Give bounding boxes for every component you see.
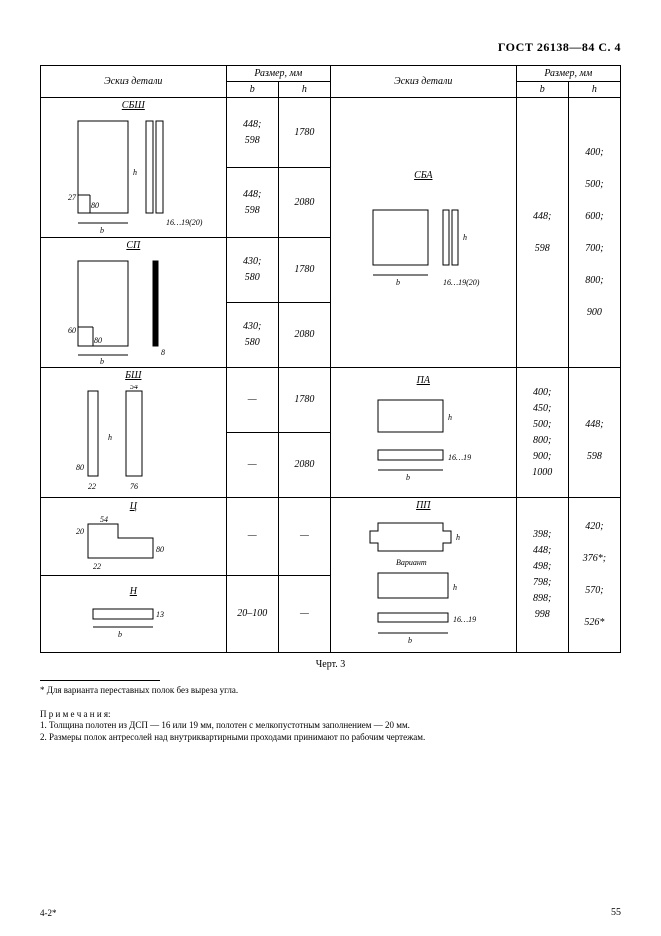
svg-text:16…19(20): 16…19(20) (443, 278, 480, 287)
sketch-pa: ПА h 16…19 b (330, 368, 516, 498)
svg-text:h: h (453, 583, 457, 592)
svg-text:16…19: 16…19 (448, 453, 471, 462)
sbsh-b1: 448;598 (226, 98, 278, 168)
svg-text:Вариант: Вариант (396, 558, 427, 567)
svg-text:8: 8 (161, 348, 165, 357)
svg-text:b: b (408, 636, 412, 645)
note-1: 1. Толщина полотен из ДСП — 16 или 19 мм… (40, 720, 621, 732)
ts-h: — (278, 498, 330, 576)
col-size-r: Размер, мм (516, 66, 620, 82)
page-num-right: 55 (611, 907, 621, 918)
bsh-b2: — (226, 433, 278, 498)
ts-b: — (226, 498, 278, 576)
svg-text:80: 80 (94, 336, 102, 345)
svg-text:h: h (133, 168, 137, 177)
sketch-sp: СП 60 80 b 8 (41, 238, 227, 368)
sp-b2: 430;580 (226, 303, 278, 368)
n-h: — (278, 575, 330, 653)
figure-caption: Черт. 3 (40, 659, 621, 670)
svg-text:16…19(20): 16…19(20) (166, 218, 203, 227)
svg-text:16…19: 16…19 (453, 615, 476, 624)
sp-b1: 430;580 (226, 238, 278, 303)
sketch-sba: СБА b h 16…19(20) (330, 98, 516, 368)
svg-text:b: b (396, 278, 400, 287)
sbsh-h2: 2080 (278, 168, 330, 238)
svg-text:b: b (406, 473, 410, 482)
svg-text:13: 13 (156, 610, 164, 619)
sketch-n: Н 13 b (41, 575, 227, 653)
col-sketch-r: Эскиз детали (330, 66, 516, 98)
svg-text:54: 54 (100, 516, 108, 524)
sba-h: 400;500; 600;700; 800;900 (568, 98, 620, 368)
svg-text:b: b (100, 226, 104, 235)
col-h-r: h (568, 82, 620, 98)
sbsh-h1: 1780 (278, 98, 330, 168)
svg-text:80: 80 (91, 201, 99, 210)
svg-text:54: 54 (130, 385, 138, 391)
bsh-b1: — (226, 368, 278, 433)
col-b-r: b (516, 82, 568, 98)
sketch-sbsh: СБШ 27 80 b h 16…19(20) (41, 98, 227, 238)
pa-h: 448;598 (568, 368, 620, 498)
bsh-h1: 1780 (278, 368, 330, 433)
doc-header: ГОСТ 26138—84 С. 4 (40, 40, 621, 55)
sp-h1: 1780 (278, 238, 330, 303)
page-num-left: 4-2* (40, 908, 57, 918)
col-b-l: b (226, 82, 278, 98)
svg-text:27: 27 (68, 193, 77, 202)
svg-text:80: 80 (156, 545, 164, 554)
bsh-h2: 2080 (278, 433, 330, 498)
footnote-rule (40, 680, 160, 681)
sba-b: 448;598 (516, 98, 568, 368)
pp-b: 398;448; 498;798; 898;998 (516, 498, 568, 653)
note-2: 2. Размеры полок антресолей над внутрикв… (40, 732, 621, 744)
svg-text:h: h (456, 533, 460, 542)
svg-text:b: b (100, 357, 104, 365)
footnote-star: * Для варианта переставных полок без выр… (40, 685, 621, 697)
pa-b: 400;450; 500;800; 900;1000 (516, 368, 568, 498)
svg-text:h: h (463, 233, 467, 242)
svg-text:80: 80 (76, 463, 84, 472)
sketch-pp: ПП h Вариант h 16…19 b (330, 498, 516, 653)
svg-text:22: 22 (88, 482, 96, 491)
col-size-l: Размер, мм (226, 66, 330, 82)
notes-title: П р и м е ч а н и я: (40, 709, 621, 721)
n-b: 20–100 (226, 575, 278, 653)
sbsh-b2: 448;598 (226, 168, 278, 238)
svg-text:22: 22 (93, 562, 101, 571)
svg-text:60: 60 (68, 326, 76, 335)
sketch-ts: Ц 54 20 80 22 (41, 498, 227, 576)
sp-h2: 2080 (278, 303, 330, 368)
pp-h: 420;376*; 570;526* (568, 498, 620, 653)
main-table: Эскиз детали Размер, мм Эскиз детали Раз… (40, 65, 621, 653)
col-h-l: h (278, 82, 330, 98)
svg-text:h: h (448, 413, 452, 422)
col-sketch-l: Эскиз детали (41, 66, 227, 98)
sketch-bsh: БШ 54 80 22 76 h (41, 368, 227, 498)
svg-text:76: 76 (130, 482, 138, 491)
svg-text:20: 20 (76, 527, 84, 536)
svg-text:b: b (118, 630, 122, 639)
svg-text:h: h (108, 433, 112, 442)
